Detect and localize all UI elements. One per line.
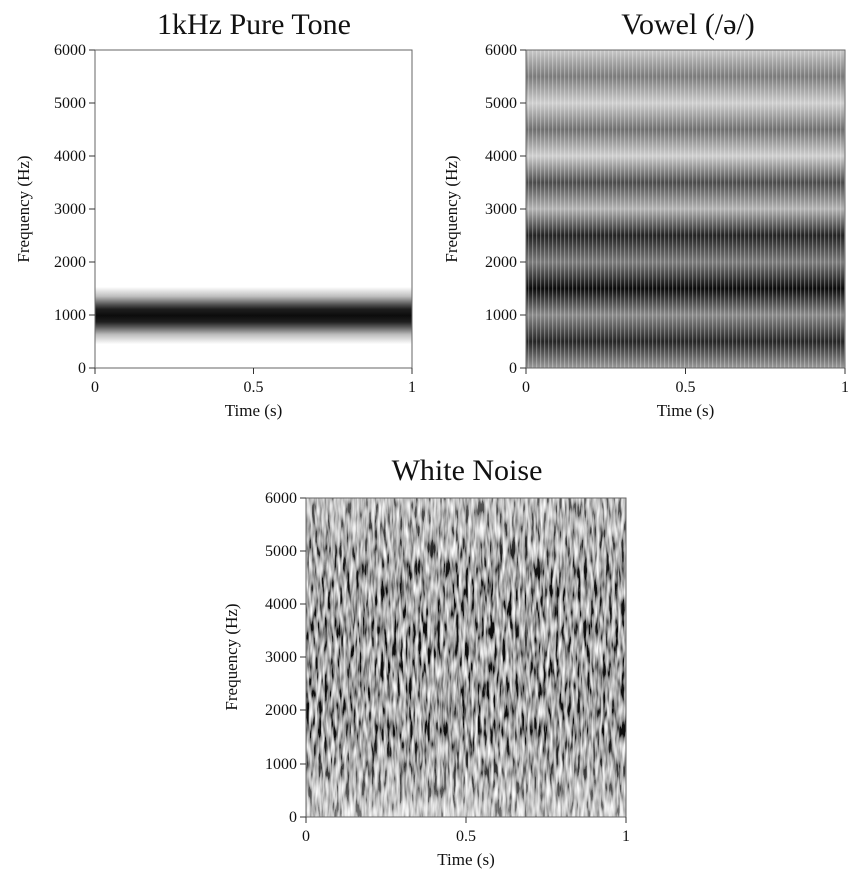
chart-title: Vowel (/ə/) [621,8,755,41]
x-tick-label: 0.5 [456,828,476,845]
chart-title: 1kHz Pure Tone [157,8,351,41]
y-axis: 0 1000 2000 3000 4000 5000 6000 Frequenc… [14,42,95,377]
y-tick-label: 0 [289,809,297,826]
x-axis-label: Time (s) [657,401,714,420]
y-tick-label: 3000 [54,201,86,218]
chart-title: White Noise [392,454,543,487]
spectrogram-panel-pure-tone: 1kHz Pure Tone 0 1000 2000 3000 4000 500… [14,8,416,420]
x-tick-label: 0 [522,379,530,396]
y-tick-label: 3000 [485,201,517,218]
y-axis-label: Frequency (Hz) [14,155,33,262]
noise-edge-fade [306,498,626,817]
y-axis-label: Frequency (Hz) [442,155,461,262]
x-tick-label: 0.5 [244,379,264,396]
y-tick-label: 1000 [54,307,86,324]
spectrogram-panel-white-noise: White Noise 0 1000 2000 3000 4000 5000 6… [222,454,630,869]
y-tick-label: 2000 [54,254,86,271]
y-tick-label: 0 [509,360,517,377]
y-axis: 0 1000 2000 3000 4000 5000 6000 Frequenc… [222,490,306,826]
y-tick-label: 2000 [485,254,517,271]
y-axis: 0 1000 2000 3000 4000 5000 6000 Frequenc… [442,42,526,377]
y-tick-label: 1000 [265,756,297,773]
y-axis-label: Frequency (Hz) [222,603,241,710]
glottal-striations [526,50,845,368]
y-tick-label: 4000 [265,596,297,613]
y-tick-label: 5000 [54,95,86,112]
spectrogram-panel-vowel: Vowel (/ə/) 0 1000 2000 3000 4000 5000 6… [442,8,849,420]
x-tick-label: 1 [622,828,630,845]
y-tick-label: 1000 [485,307,517,324]
x-axis: 0 0.5 1 Time (s) [91,368,416,420]
y-tick-label: 0 [78,360,86,377]
spectrogram-image [95,50,412,368]
y-tick-label: 6000 [265,490,297,507]
x-axis-label: Time (s) [225,401,282,420]
y-tick-label: 3000 [265,649,297,666]
x-tick-label: 1 [841,379,849,396]
y-tick-label: 6000 [54,42,86,59]
x-tick-label: 0 [302,828,310,845]
x-tick-label: 0.5 [676,379,696,396]
y-tick-label: 6000 [485,42,517,59]
x-tick-label: 0 [91,379,99,396]
y-tick-label: 4000 [485,148,517,165]
x-axis-label: Time (s) [437,850,494,869]
x-tick-label: 1 [408,379,416,396]
y-tick-label: 2000 [265,702,297,719]
y-tick-label: 4000 [54,148,86,165]
y-tick-label: 5000 [485,95,517,112]
x-axis: 0 0.5 1 Time (s) [522,368,849,420]
y-tick-label: 5000 [265,543,297,560]
x-axis: 0 0.5 1 Time (s) [302,817,630,869]
